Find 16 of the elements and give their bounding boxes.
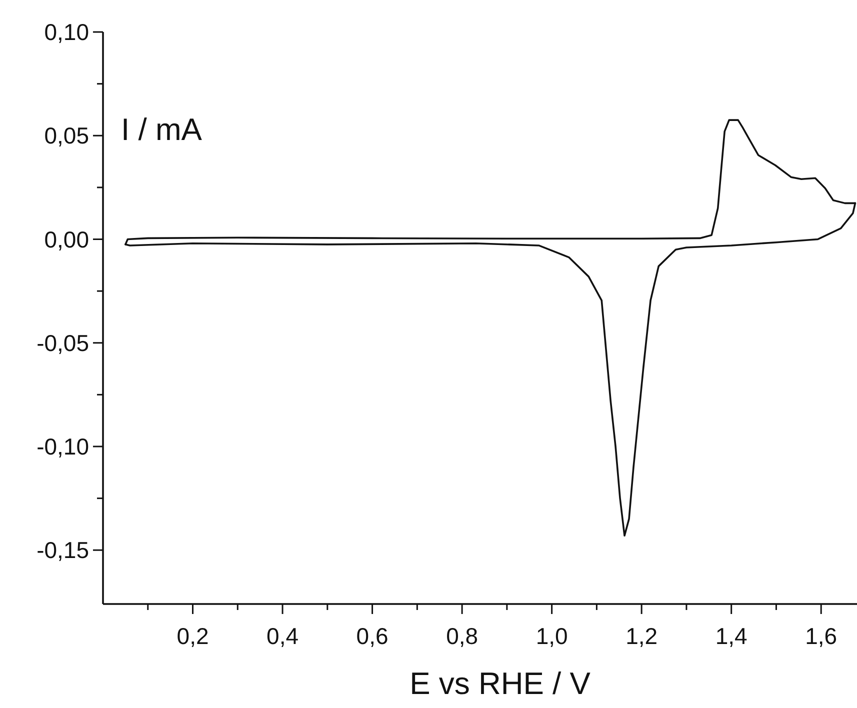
y-tick-label: -0,05 [36,330,89,356]
y-tick-label: 0,10 [44,19,89,46]
x-tick-label: 0,8 [446,623,478,649]
x-tick-label: 0,2 [176,623,209,649]
y-tick-label: 0,00 [44,226,89,252]
x-tick-label: 0,6 [356,623,388,649]
x-tick-label: 1,0 [536,623,568,649]
x-tick-label: 0,4 [266,623,299,649]
y-axis-title: I / mA [121,112,202,147]
y-tick-label: -0,15 [36,537,89,564]
x-tick-label: 1,2 [626,623,658,649]
x-axis-title: E vs RHE / V [410,666,591,701]
y-tick-label: -0,10 [36,434,89,460]
x-tick-label: 1,4 [715,623,748,649]
y-tick-label: 0,05 [44,122,89,149]
x-tick-label: 1,6 [805,623,838,649]
